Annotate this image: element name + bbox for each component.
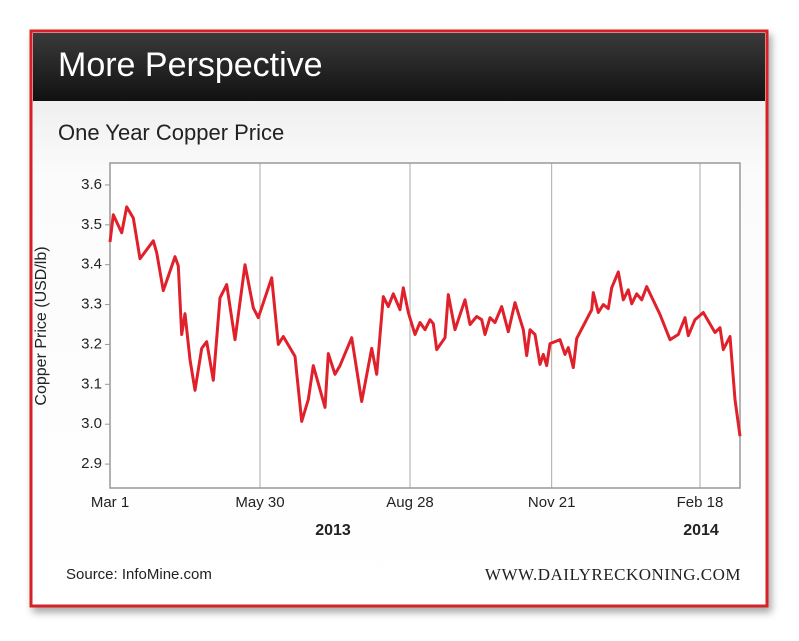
y-tick-label: 3.3 (81, 296, 102, 313)
y-tick-label: 3.6 (81, 176, 102, 193)
y-tick-label: 2.9 (81, 455, 102, 472)
header-bar (33, 33, 765, 101)
x-tick-label: Nov 21 (528, 494, 576, 511)
year-label: 2014 (683, 522, 719, 539)
year-label: 2013 (315, 522, 351, 539)
chart-subtitle: One Year Copper Price (58, 120, 284, 145)
y-tick-label: 3.1 (81, 375, 102, 392)
plot-area (110, 163, 740, 488)
y-tick-label: 3.2 (81, 335, 102, 352)
y-tick-label: 3.4 (81, 256, 102, 273)
price-line (108, 205, 742, 437)
y-tick-label: 3.5 (81, 216, 102, 233)
website: WWW.DAILYRECKONING.COM (485, 565, 741, 584)
x-tick-label: May 30 (235, 494, 284, 511)
x-tick-label: Mar 1 (91, 494, 129, 511)
plot-border (109, 162, 741, 489)
source: Source: InfoMine.com (66, 566, 212, 583)
y-axis-label: Copper Price (USD/lb) (33, 246, 50, 405)
x-tick-label: Feb 18 (677, 494, 724, 511)
chart-title: More Perspective (58, 46, 323, 84)
y-tick-label: 3.0 (81, 415, 102, 432)
x-tick-label: Aug 28 (386, 494, 434, 511)
